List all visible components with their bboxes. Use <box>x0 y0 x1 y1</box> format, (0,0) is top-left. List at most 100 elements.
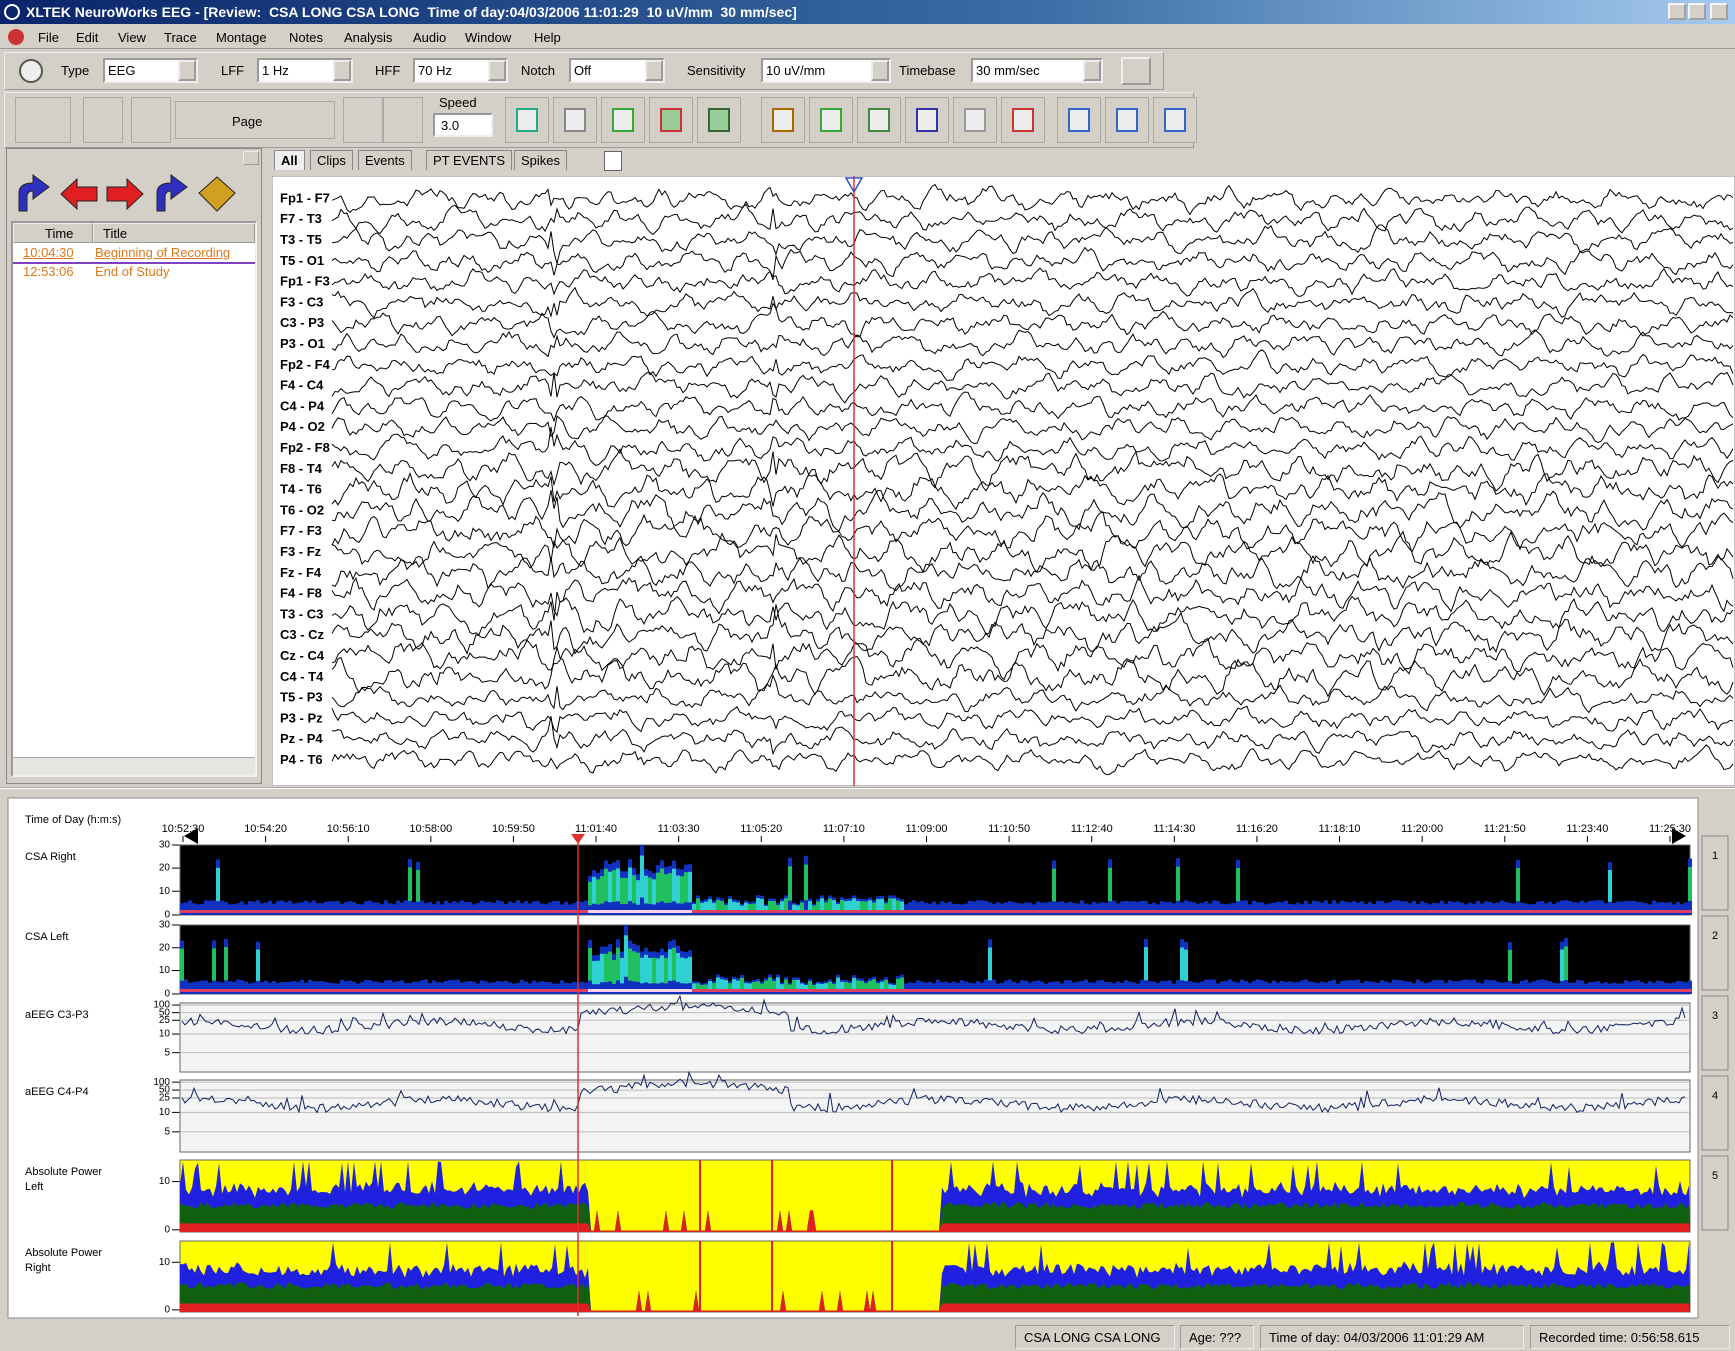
menu-item[interactable]: Montage <box>216 30 267 45</box>
video-button[interactable] <box>15 97 71 143</box>
csa-column <box>1148 989 1152 992</box>
setting-select[interactable]: EEG <box>103 58 198 83</box>
maximize-button[interactable] <box>1688 3 1706 20</box>
csa-column <box>1024 910 1028 913</box>
menu-item[interactable]: Audio <box>413 30 446 45</box>
tool-button[interactable] <box>1105 97 1149 143</box>
csa-column <box>480 910 484 913</box>
side-tab-label[interactable]: 4 <box>1712 1090 1718 1102</box>
dropdown-button[interactable] <box>1083 60 1101 81</box>
panel-close-button[interactable] <box>243 151 259 165</box>
dropdown-button[interactable] <box>333 60 351 81</box>
rewind-button[interactable] <box>83 97 123 143</box>
tool-button[interactable] <box>905 97 949 143</box>
csa-column <box>1496 982 1500 994</box>
menu-item[interactable]: Help <box>534 30 561 45</box>
csa-column <box>1388 983 1392 994</box>
tab-icon[interactable] <box>604 151 622 171</box>
nav-arrow-button[interactable] <box>11 171 55 217</box>
menu-item[interactable]: File <box>38 30 59 45</box>
setting-select[interactable]: Off <box>569 58 665 83</box>
tool-button[interactable] <box>857 97 901 143</box>
setting-select[interactable]: 70 Hz <box>413 58 508 83</box>
dropdown-button[interactable] <box>871 60 889 81</box>
side-tab-label[interactable]: 3 <box>1712 1010 1718 1022</box>
csa-column <box>744 910 748 913</box>
channel-label: T5 - O1 <box>280 253 324 268</box>
tab[interactable]: PT EVENTS <box>426 150 512 170</box>
csa-column <box>304 989 308 992</box>
event-cell[interactable]: Beginning of Recording <box>95 245 230 260</box>
nav-arrow-button[interactable] <box>103 171 147 217</box>
csa-column <box>476 903 480 915</box>
menu-item[interactable]: View <box>118 30 146 45</box>
csa-column <box>936 904 940 915</box>
csa-column <box>1596 989 1600 992</box>
csa-column <box>1336 989 1340 992</box>
event-cell[interactable]: 10:04:30 <box>23 245 74 260</box>
menu-item[interactable]: Trace <box>164 30 197 45</box>
label-line: Right <box>25 1262 51 1274</box>
dropdown-button[interactable] <box>178 60 196 81</box>
tool-button[interactable] <box>1001 97 1045 143</box>
menu-item[interactable]: Window <box>465 30 511 45</box>
csa-column <box>704 902 708 911</box>
side-tab-label[interactable]: 5 <box>1712 1170 1718 1182</box>
csa-column <box>424 989 428 992</box>
tool-button[interactable] <box>1153 97 1197 143</box>
setting-select[interactable]: 30 mm/sec <box>971 58 1103 83</box>
nav-arrow-button[interactable] <box>57 171 101 217</box>
menu-item[interactable]: Edit <box>76 30 98 45</box>
nav-arrow-button[interactable] <box>149 171 193 217</box>
csa-column <box>756 910 760 913</box>
csa-column <box>1156 904 1160 915</box>
close-button[interactable] <box>1710 3 1728 20</box>
event-cell[interactable]: 12:53:06 <box>23 264 74 279</box>
tool-button[interactable] <box>649 97 693 143</box>
tool-button[interactable] <box>809 97 853 143</box>
y-tick-label: 0 <box>164 989 170 1000</box>
csa-column <box>1024 903 1028 915</box>
refresh-button[interactable] <box>1121 57 1151 85</box>
csa-column <box>1108 868 1112 901</box>
csa-column <box>1500 989 1504 992</box>
forward-button[interactable] <box>343 97 383 143</box>
dropdown-button[interactable] <box>645 60 663 81</box>
side-tab-label[interactable]: 2 <box>1712 930 1718 942</box>
tool-button[interactable] <box>601 97 645 143</box>
menu-item[interactable]: Notes <box>289 30 323 45</box>
tab[interactable]: All <box>274 150 305 170</box>
event-cell[interactable]: End of Study <box>95 264 169 279</box>
back-button[interactable] <box>131 97 171 143</box>
eeg-background <box>272 176 1735 786</box>
csa-column <box>1096 910 1100 913</box>
page-select[interactable]: Page <box>175 101 335 139</box>
setting-select[interactable]: 1 Hz <box>257 58 353 83</box>
csa-column <box>548 982 552 994</box>
setting-select[interactable]: 10 uV/mm <box>761 58 891 83</box>
tool-button[interactable] <box>697 97 741 143</box>
tool-button[interactable] <box>1057 97 1101 143</box>
tab[interactable]: Spikes <box>514 150 567 170</box>
speed-input[interactable]: 3.0 <box>433 113 493 137</box>
fast-forward-button[interactable] <box>383 97 423 143</box>
tool-button[interactable] <box>953 97 997 143</box>
nav-arrow-button[interactable] <box>195 171 239 217</box>
tab[interactable]: Clips <box>310 150 353 170</box>
csa-column <box>628 910 632 913</box>
menu-item[interactable]: Analysis <box>344 30 392 45</box>
tool-button[interactable] <box>553 97 597 143</box>
csa-column <box>636 880 640 905</box>
csa-column <box>1368 989 1372 992</box>
csa-column <box>700 989 704 992</box>
dropdown-button[interactable] <box>488 60 506 81</box>
csa-column <box>1176 867 1180 901</box>
csa-column <box>1100 910 1104 913</box>
csa-column <box>1608 989 1612 992</box>
minimize-button[interactable] <box>1668 3 1686 20</box>
arrow-shape <box>19 175 49 211</box>
tool-button[interactable] <box>761 97 805 143</box>
tab[interactable]: Events <box>358 150 412 170</box>
tool-button[interactable] <box>505 97 549 143</box>
side-tab-label[interactable]: 1 <box>1712 850 1718 862</box>
